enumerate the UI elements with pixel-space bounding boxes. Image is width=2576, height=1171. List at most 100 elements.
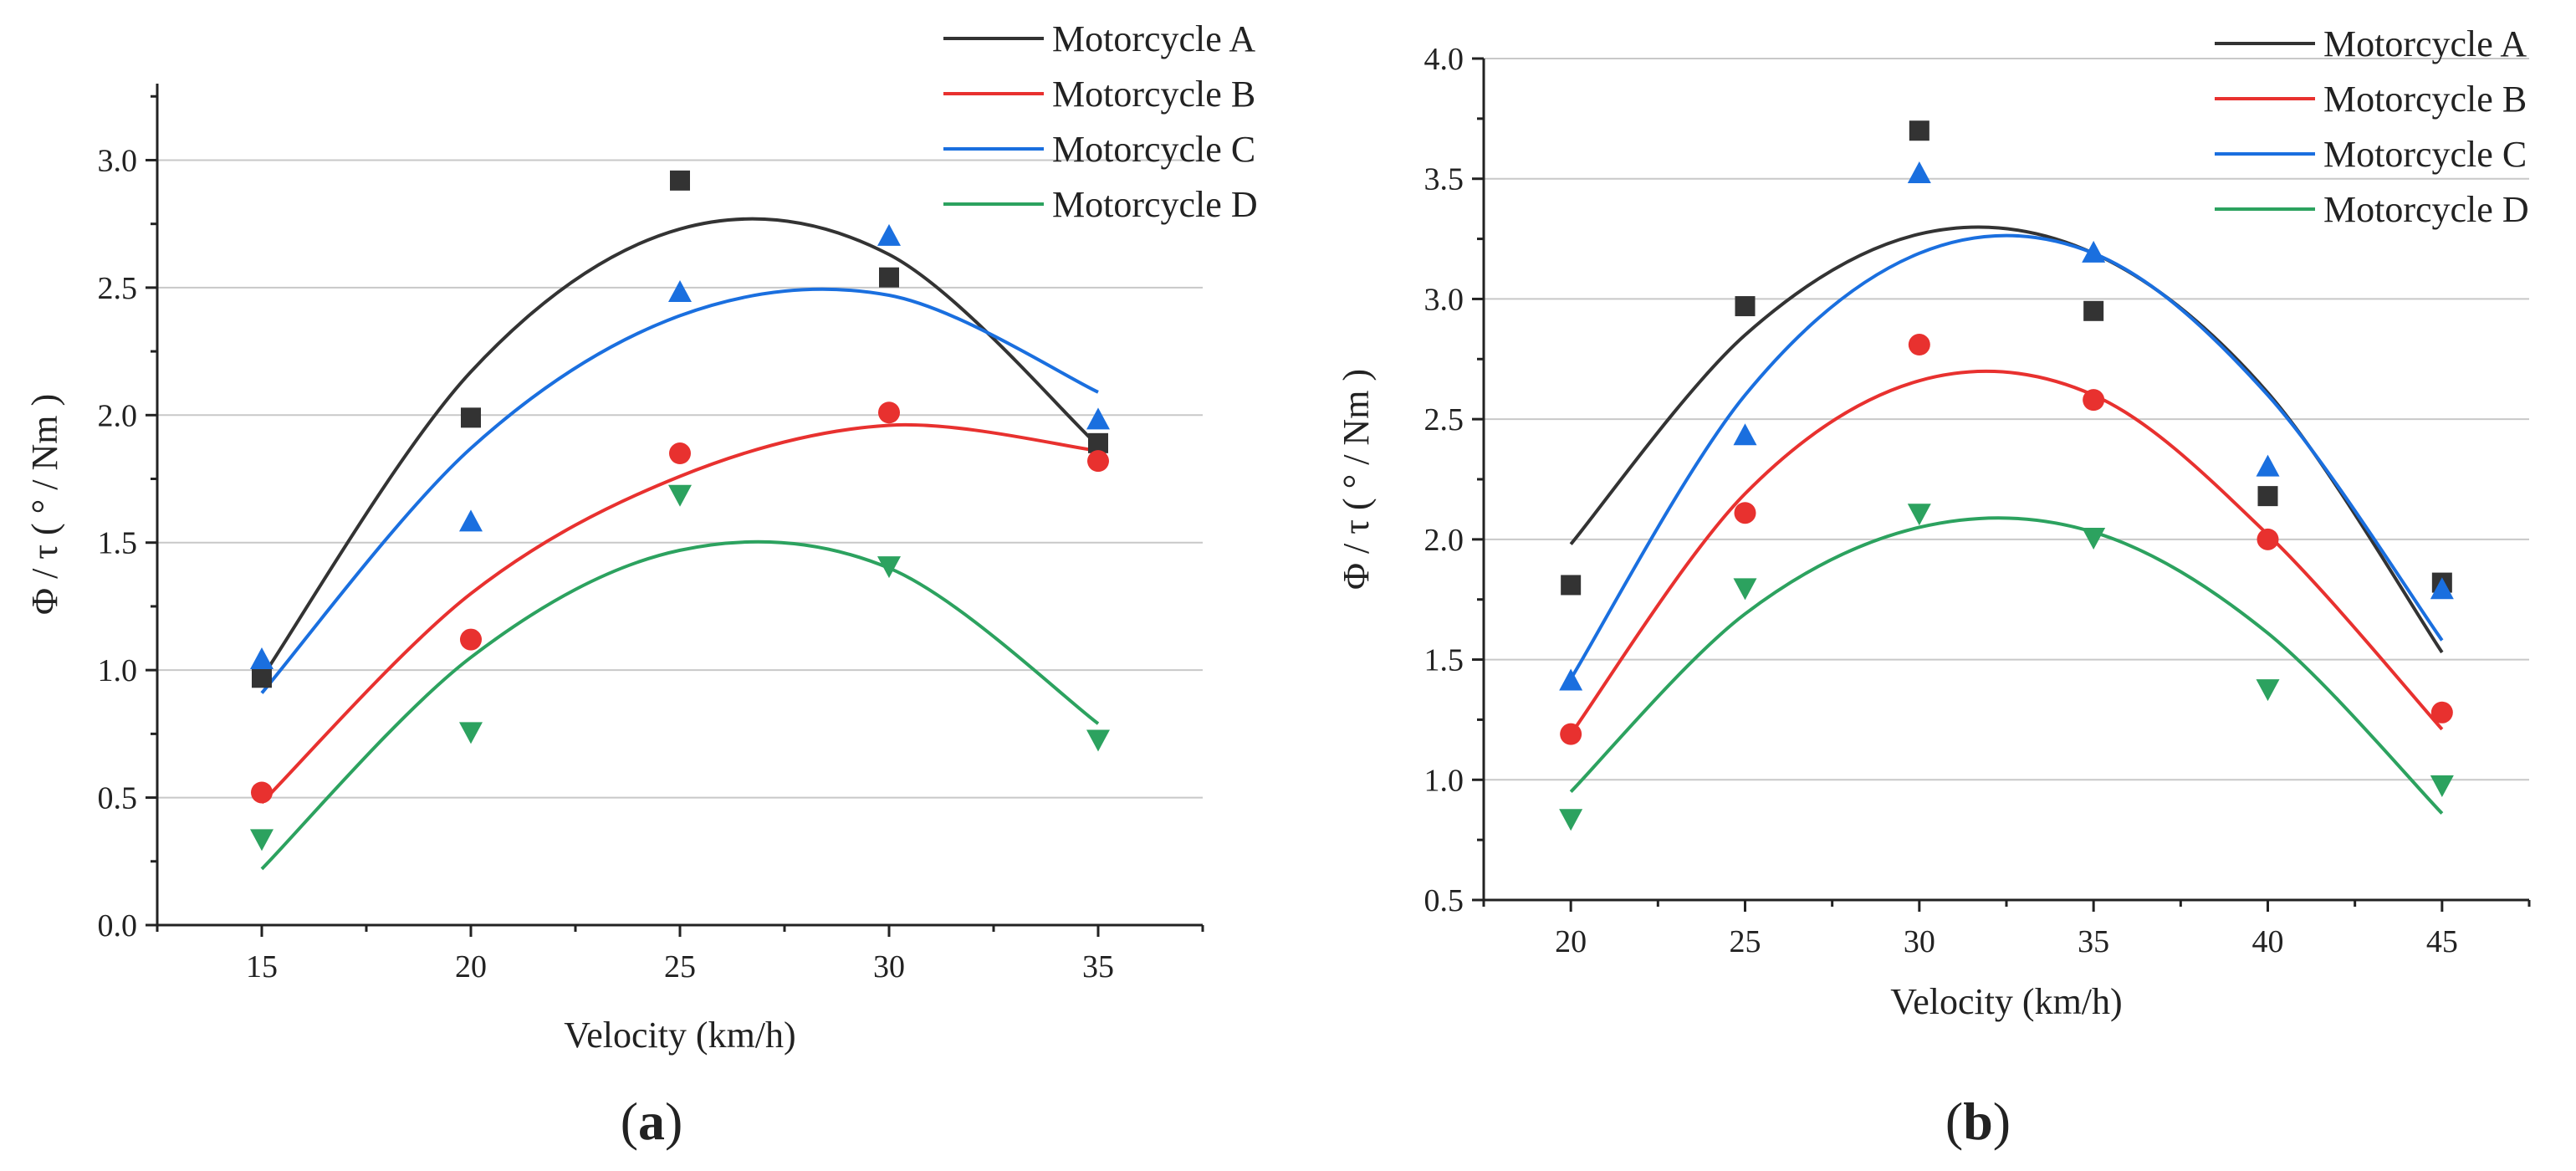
data-point <box>459 722 483 744</box>
y-tick-label: 2.5 <box>98 271 138 306</box>
data-point <box>878 401 900 424</box>
panel-label-letter: b <box>1963 1092 1993 1151</box>
data-point <box>1909 120 1929 141</box>
legend-label: Motorcycle B <box>2323 79 2527 120</box>
data-point <box>251 781 273 804</box>
y-tick-label: 1.0 <box>98 653 138 688</box>
data-point <box>668 279 692 302</box>
y-axis-label: Φ / τ ( ° / Nm ) <box>1336 369 1377 590</box>
y-tick-label: 0.0 <box>98 908 138 943</box>
panel-label-close: ) <box>665 1092 682 1151</box>
y-tick-label: 3.0 <box>98 143 138 178</box>
data-point <box>669 442 691 465</box>
panel-label-letter: a <box>638 1092 665 1151</box>
data-point <box>670 170 690 191</box>
legend-label: Motorcycle B <box>1052 74 1255 115</box>
data-point <box>461 407 481 428</box>
y-tick-label: 2.0 <box>98 398 138 433</box>
data-point <box>1907 161 1931 183</box>
legend-label: Motorcycle C <box>2323 134 2527 175</box>
panel-label: (a) <box>621 1092 683 1151</box>
data-point <box>250 829 273 851</box>
data-point <box>1559 668 1583 691</box>
data-point <box>1560 723 1582 745</box>
data-point <box>459 509 483 532</box>
data-point <box>668 484 692 507</box>
series-fit-line <box>260 217 1100 679</box>
x-tick-label: 45 <box>2426 924 2458 959</box>
x-tick-label: 20 <box>1555 924 1587 959</box>
legend-label: Motorcycle C <box>1052 129 1255 170</box>
data-point <box>250 647 273 669</box>
x-tick-label: 35 <box>2078 924 2109 959</box>
y-tick-label: 2.5 <box>1424 402 1464 437</box>
data-point <box>2430 775 2454 798</box>
panel-label: (b) <box>1945 1092 2011 1151</box>
y-tick-label: 2.0 <box>1424 523 1464 558</box>
y-tick-label: 1.5 <box>1424 643 1464 678</box>
legend-label: Motorcycle A <box>2323 23 2527 64</box>
data-point <box>2083 389 2105 412</box>
x-axis-label: Velocity (km/h) <box>564 1015 795 1056</box>
x-axis-label: Velocity (km/h) <box>1890 981 2122 1022</box>
data-point <box>879 267 899 288</box>
legend-label: Motorcycle D <box>1052 184 1258 225</box>
data-point <box>1733 578 1757 601</box>
y-axis-label: Φ / τ ( ° / Nm ) <box>24 394 65 615</box>
data-point <box>1086 729 1110 752</box>
data-point <box>1559 809 1583 831</box>
series-fit-line <box>1569 233 2444 680</box>
x-tick-label: 15 <box>246 949 278 984</box>
data-point <box>1734 502 1756 524</box>
data-point <box>2430 577 2454 600</box>
data-point <box>877 556 901 579</box>
x-tick-label: 30 <box>873 949 905 984</box>
data-point <box>1086 407 1110 430</box>
y-tick-label: 0.5 <box>1424 883 1464 918</box>
x-tick-label: 25 <box>1730 924 1761 959</box>
data-point <box>2082 240 2106 263</box>
series-fit-line <box>1569 225 2444 654</box>
data-point <box>2082 527 2106 550</box>
y-tick-label: 3.0 <box>1424 282 1464 317</box>
y-tick-label: 3.5 <box>1424 162 1464 197</box>
x-tick-label: 20 <box>455 949 487 984</box>
series-fit-line <box>260 539 1100 871</box>
x-tick-label: 40 <box>2252 924 2284 959</box>
chart-b: 0.5 1.0 1.5 2.0 2.5 3.0 3.5 4.0 20 25 30 35 40 45 Velo… <box>1336 23 2531 1151</box>
data-point <box>1087 450 1109 473</box>
data-point <box>2256 679 2280 702</box>
data-point <box>1907 504 1931 526</box>
series-fit-line <box>1569 516 2444 815</box>
data-point <box>1735 296 1756 317</box>
x-tick-label: 25 <box>664 949 696 984</box>
panel-label-open: ( <box>1945 1092 1963 1151</box>
data-point <box>2256 454 2280 477</box>
series-fit-line <box>260 422 1099 805</box>
data-point <box>460 628 482 651</box>
data-point <box>252 667 272 688</box>
y-tick-label: 4.0 <box>1424 42 1464 77</box>
panel-label-close: ) <box>1993 1092 2011 1151</box>
data-point <box>2257 528 2279 550</box>
data-point <box>1088 432 1108 453</box>
y-tick-label: 0.5 <box>98 781 138 816</box>
y-tick-label: 1.0 <box>1424 763 1464 798</box>
x-tick-label: 30 <box>1904 924 1935 959</box>
chart-a: 0.0 0.5 1.0 1.5 2.0 2.5 3.0 15 20 25 30 35 Velocity … <box>24 18 1258 1151</box>
data-point <box>2430 701 2453 724</box>
data-point <box>2083 300 2104 321</box>
data-point <box>1733 423 1757 446</box>
series-fit-line <box>260 287 1099 694</box>
data-point <box>1908 334 1930 356</box>
data-point <box>877 223 901 246</box>
x-tick-label: 35 <box>1082 949 1114 984</box>
data-point <box>2257 486 2278 507</box>
series-fit-line <box>1569 369 2444 735</box>
panel-label-open: ( <box>621 1092 638 1151</box>
legend-label: Motorcycle A <box>1052 18 1255 59</box>
y-tick-label: 1.5 <box>98 526 138 561</box>
data-point <box>1561 575 1582 596</box>
legend-label: Motorcycle D <box>2323 189 2529 230</box>
